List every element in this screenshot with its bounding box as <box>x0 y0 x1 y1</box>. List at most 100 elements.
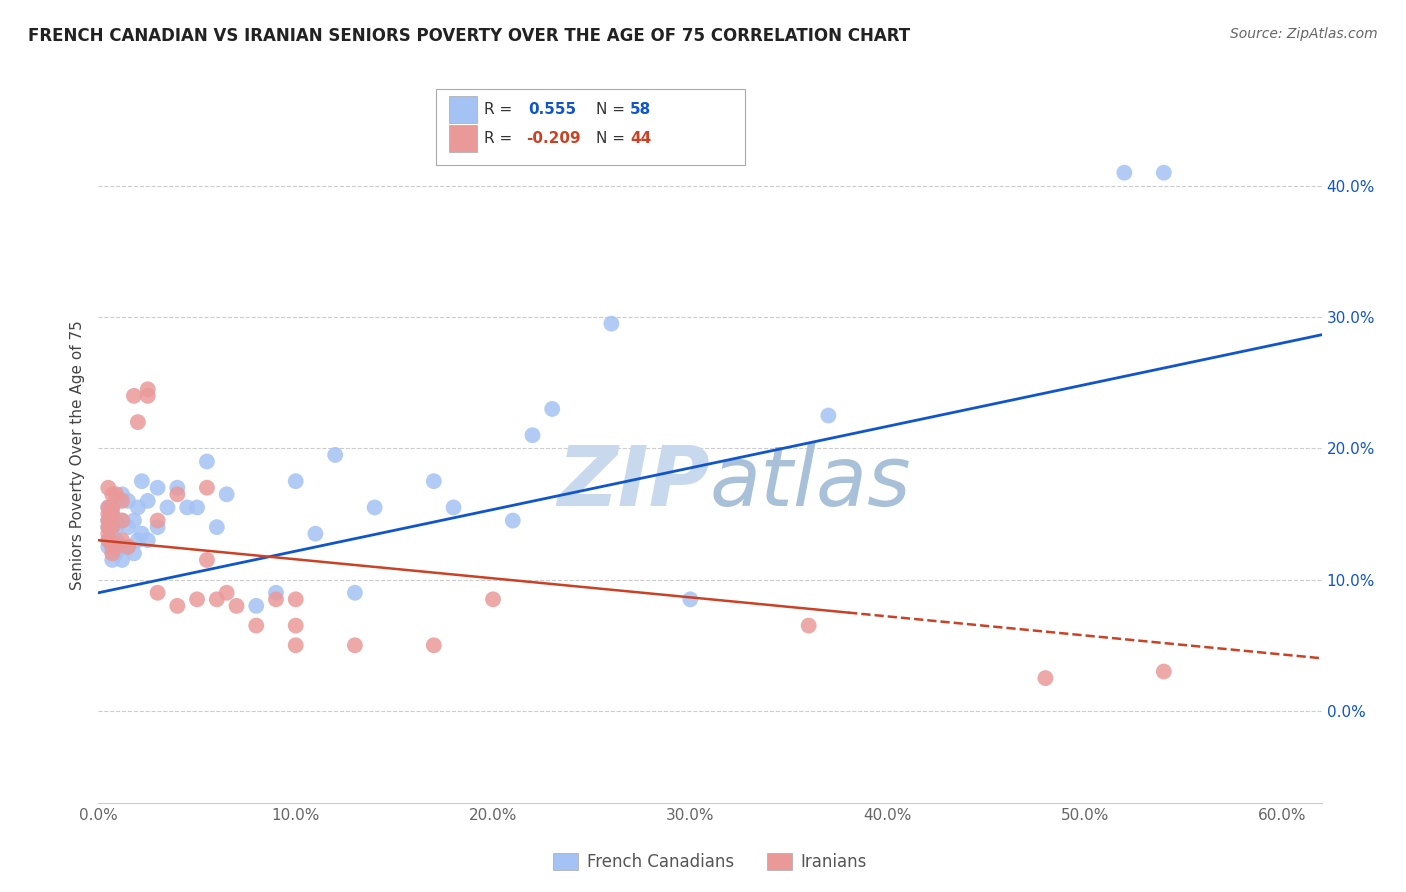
Point <box>186 500 208 515</box>
Point <box>101 540 124 554</box>
Point <box>97 507 120 521</box>
Point <box>215 586 238 600</box>
Point <box>111 533 134 548</box>
Point <box>205 520 228 534</box>
Point <box>423 638 446 652</box>
Text: Source: ZipAtlas.com: Source: ZipAtlas.com <box>1230 27 1378 41</box>
Point <box>205 592 228 607</box>
Point <box>105 494 128 508</box>
Point <box>111 494 134 508</box>
Point <box>264 586 287 600</box>
Point <box>105 533 128 548</box>
Point <box>97 540 120 554</box>
Point <box>195 553 218 567</box>
Text: -0.209: -0.209 <box>526 131 581 145</box>
Point <box>131 474 153 488</box>
Text: 44: 44 <box>630 131 651 145</box>
Point <box>105 546 128 560</box>
Point <box>195 454 218 468</box>
Point <box>101 500 124 515</box>
Point <box>122 389 145 403</box>
Point <box>111 540 134 554</box>
Point <box>443 500 465 515</box>
Point <box>101 487 124 501</box>
Point <box>127 415 149 429</box>
Point <box>97 514 120 528</box>
Point <box>127 500 149 515</box>
Point <box>284 474 307 488</box>
Point <box>146 481 169 495</box>
Point <box>679 592 702 607</box>
Point <box>1153 665 1175 679</box>
Point <box>97 514 120 528</box>
Point <box>97 533 120 548</box>
Point <box>541 401 564 416</box>
Point <box>284 618 307 632</box>
Point <box>146 586 169 600</box>
Point <box>363 500 385 515</box>
Point <box>97 500 120 515</box>
Point <box>136 533 159 548</box>
Point <box>101 546 124 560</box>
Text: atlas: atlas <box>710 442 911 524</box>
Point <box>117 520 139 534</box>
Point <box>225 599 247 613</box>
Point <box>101 520 124 534</box>
Text: R =: R = <box>484 103 522 117</box>
Point <box>127 533 149 548</box>
Point <box>97 500 120 515</box>
Text: R =: R = <box>484 131 517 145</box>
Point <box>117 540 139 554</box>
Point <box>186 592 208 607</box>
Point <box>101 553 124 567</box>
Point <box>215 487 238 501</box>
Y-axis label: Seniors Poverty Over the Age of 75: Seniors Poverty Over the Age of 75 <box>70 320 86 590</box>
Point <box>245 599 267 613</box>
Point <box>522 428 544 442</box>
Point <box>284 638 307 652</box>
Point <box>97 526 120 541</box>
Point <box>101 540 124 554</box>
Point <box>111 514 134 528</box>
Point <box>245 618 267 632</box>
Point <box>101 500 124 515</box>
Point <box>817 409 839 423</box>
Point <box>97 520 120 534</box>
Point <box>146 514 169 528</box>
Legend: French Canadians, Iranians: French Canadians, Iranians <box>547 847 873 878</box>
Point <box>97 533 120 548</box>
Point <box>166 481 188 495</box>
Point <box>284 592 307 607</box>
Point <box>797 618 820 632</box>
Point <box>101 514 124 528</box>
Text: ZIP: ZIP <box>557 442 710 524</box>
Point <box>1153 166 1175 180</box>
Text: N =: N = <box>596 103 630 117</box>
Point <box>423 474 446 488</box>
Point <box>101 507 124 521</box>
Point <box>105 487 128 501</box>
Point <box>122 514 145 528</box>
Point <box>343 586 366 600</box>
Point <box>1114 166 1136 180</box>
Point <box>146 520 169 534</box>
Point <box>156 500 179 515</box>
Point <box>111 553 134 567</box>
Point <box>97 520 120 534</box>
Text: 58: 58 <box>630 103 651 117</box>
Text: N =: N = <box>596 131 630 145</box>
Point <box>111 487 134 501</box>
Point <box>304 526 326 541</box>
Point <box>343 638 366 652</box>
Point <box>101 520 124 534</box>
Point <box>131 526 153 541</box>
Point <box>166 487 188 501</box>
Text: 0.555: 0.555 <box>529 103 576 117</box>
Point <box>101 533 124 548</box>
Point <box>117 540 139 554</box>
Point <box>482 592 505 607</box>
Point <box>166 599 188 613</box>
Point <box>1035 671 1057 685</box>
Point <box>117 494 139 508</box>
Point <box>105 540 128 554</box>
